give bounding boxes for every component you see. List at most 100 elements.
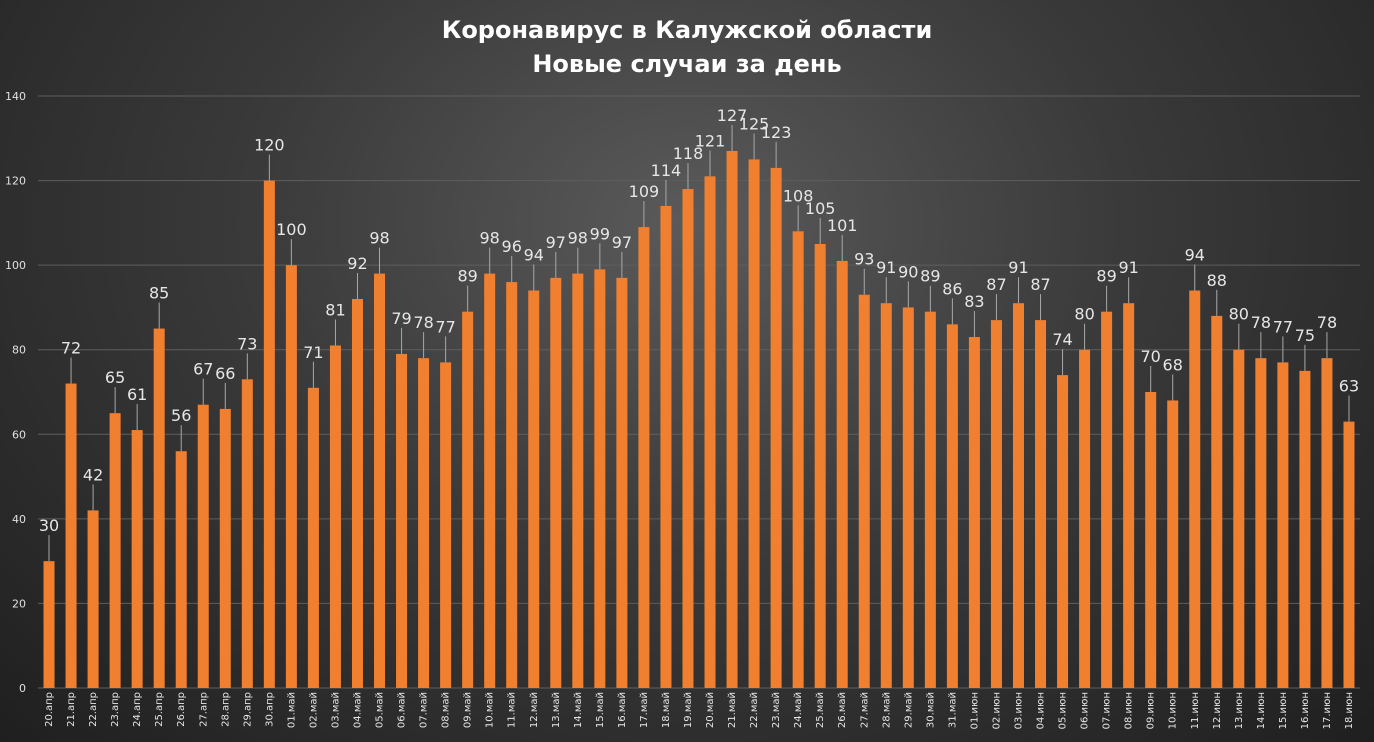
x-tick-label: 24.май <box>793 692 804 728</box>
bar <box>704 176 716 689</box>
data-label: 85 <box>149 284 169 303</box>
x-tick-label: 22.май <box>749 692 760 728</box>
x-tick-label: 13.май <box>551 692 562 728</box>
bar <box>770 167 782 688</box>
bar <box>1012 303 1024 688</box>
x-tick-label: 22.апр <box>88 692 99 727</box>
bar <box>594 269 606 688</box>
bar <box>197 404 209 688</box>
data-label: 89 <box>457 267 477 286</box>
bar <box>263 180 275 689</box>
x-tick-label: 05.июн <box>1058 692 1069 729</box>
x-tick-label: 12.июн <box>1212 692 1223 729</box>
x-tick-label: 19.май <box>683 692 694 728</box>
y-tick-label: 60 <box>12 428 26 441</box>
x-tick-label: 20.май <box>705 692 716 728</box>
bars <box>43 150 1355 689</box>
bar <box>1277 362 1289 688</box>
y-tick-label: 0 <box>19 682 26 695</box>
data-label: 78 <box>413 313 433 332</box>
chart-subtitle: Новые случаи за день <box>532 50 841 78</box>
data-label: 65 <box>105 368 125 387</box>
y-tick-label: 120 <box>5 175 26 188</box>
bar <box>1079 349 1091 688</box>
data-label: 97 <box>546 233 566 252</box>
x-tick-label: 30.апр <box>264 692 275 727</box>
data-label: 101 <box>827 216 858 235</box>
y-axis-ticks: 0 20 40 60 80 100 120 140 <box>5 90 26 695</box>
leader-lines <box>48 124 1350 562</box>
x-tick-label: 20.апр <box>44 692 55 727</box>
bar <box>1189 290 1201 688</box>
x-tick-label: 21.апр <box>66 692 77 727</box>
data-label: 56 <box>171 406 191 425</box>
y-tick-label: 140 <box>5 90 26 103</box>
x-tick-label: 15.июн <box>1278 692 1289 729</box>
x-tick-label: 05.май <box>375 692 386 728</box>
x-tick-label: 26.апр <box>176 692 187 727</box>
x-tick-label: 25.апр <box>154 692 165 727</box>
x-tick-label: 10.июн <box>1168 692 1179 729</box>
x-tick-label: 04.май <box>352 692 363 728</box>
data-label: 120 <box>254 136 285 155</box>
data-label: 71 <box>303 343 323 362</box>
x-tick-label: 21.май <box>727 692 738 728</box>
data-label: 89 <box>1096 267 1116 286</box>
x-tick-label: 23.апр <box>110 692 121 727</box>
bar <box>528 290 540 688</box>
x-tick-label: 10.май <box>485 692 496 728</box>
data-label: 87 <box>986 275 1006 294</box>
x-tick-label: 07.май <box>419 692 430 728</box>
x-tick-label: 16.июн <box>1300 692 1311 729</box>
bar <box>462 311 474 688</box>
bar <box>87 510 99 688</box>
data-label: 89 <box>920 267 940 286</box>
bar <box>219 408 231 688</box>
data-label: 90 <box>898 262 918 281</box>
bar <box>682 189 694 688</box>
bar <box>616 277 628 688</box>
y-tick-label: 40 <box>12 513 26 526</box>
x-tick-label: 09.май <box>463 692 474 728</box>
x-tick-label: 06.май <box>397 692 408 728</box>
data-label: 100 <box>276 220 307 239</box>
x-tick-label: 04.июн <box>1036 692 1047 729</box>
data-label: 86 <box>942 279 962 298</box>
data-label: 30 <box>39 516 59 535</box>
bar <box>484 273 496 688</box>
data-label: 93 <box>854 250 874 269</box>
x-axis-ticks: 20.апр 21.апр 22.апр 23.апр 24.апр 25.апр 26.а… <box>44 692 1355 729</box>
bar <box>351 298 363 688</box>
x-tick-label: 03.июн <box>1013 692 1024 729</box>
bar <box>153 328 165 688</box>
data-label: 94 <box>524 246 544 265</box>
x-tick-label: 17.июн <box>1322 692 1333 729</box>
data-label: 108 <box>783 186 814 205</box>
data-label: 70 <box>1141 347 1161 366</box>
data-label: 66 <box>215 364 235 383</box>
y-tick-label: 80 <box>12 344 26 357</box>
x-tick-label: 27.апр <box>198 692 209 727</box>
bar <box>65 383 77 688</box>
bar <box>990 320 1002 688</box>
data-label: 83 <box>964 292 984 311</box>
bar <box>307 387 319 688</box>
data-label: 91 <box>1118 258 1138 277</box>
x-tick-label: 12.май <box>529 692 540 728</box>
data-label: 87 <box>1030 275 1050 294</box>
x-tick-label: 24.апр <box>132 692 143 727</box>
data-label: 74 <box>1052 330 1072 349</box>
bar <box>550 277 562 688</box>
bar <box>1343 421 1355 688</box>
bar <box>1233 349 1245 688</box>
bar <box>924 311 936 688</box>
gridlines <box>38 95 1360 689</box>
bar <box>1145 392 1157 688</box>
bar <box>880 303 892 688</box>
data-label: 68 <box>1163 355 1183 374</box>
data-label: 63 <box>1339 377 1359 396</box>
x-tick-label: 02.июн <box>991 692 1002 729</box>
x-tick-label: 30.май <box>925 692 936 728</box>
bar <box>792 231 804 689</box>
